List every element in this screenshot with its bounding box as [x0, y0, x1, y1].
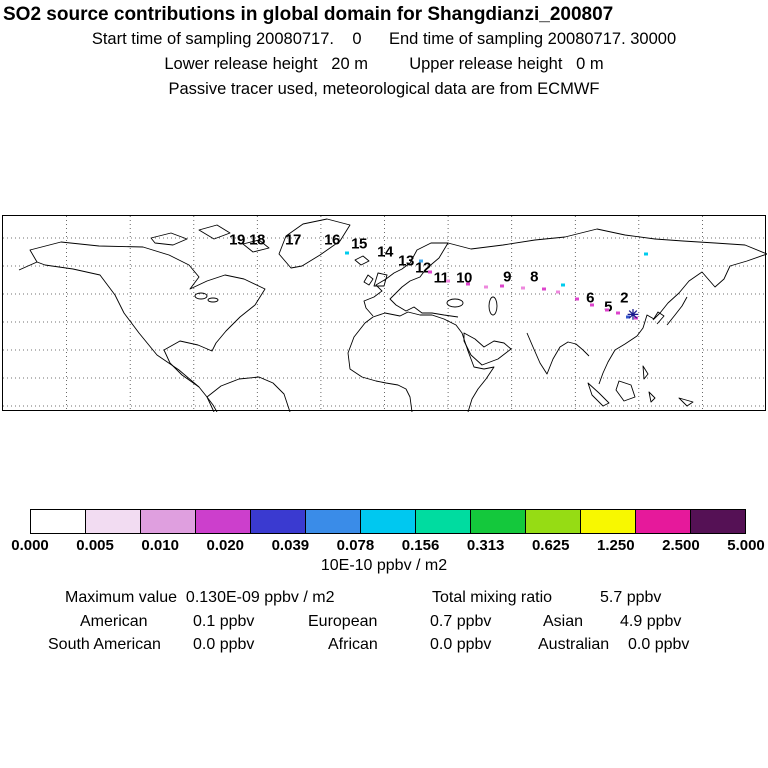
colorbar-tick-label: 0.020 — [206, 537, 245, 554]
colorbar-segment — [416, 510, 471, 533]
total-mixing-ratio-value: 5.7 ppbv — [600, 589, 662, 606]
coastline-europe — [363, 242, 459, 318]
great-lake-1 — [194, 292, 208, 300]
colorbar-units: 10E-10 ppbv / m2 — [320, 557, 448, 574]
colorbar-tick-label: 2.500 — [662, 537, 700, 554]
coastline-india — [526, 332, 590, 375]
colorbar-segment — [581, 510, 636, 533]
colorbar-tick-label: 0.005 — [76, 537, 114, 554]
coastline-south-america — [206, 376, 291, 412]
coastline-arctic-island-1 — [150, 232, 188, 246]
coastline-africa-north-east — [372, 311, 495, 412]
coastline-korea — [652, 311, 665, 325]
coastline-iceland — [354, 255, 370, 266]
coastline-greenland — [278, 218, 351, 269]
coastline-new-guinea — [678, 397, 694, 407]
coastline-japan — [666, 296, 688, 326]
coastline-ireland — [363, 274, 374, 286]
contribution-value-asian: 4.9 ppbv — [620, 613, 682, 630]
great-lake-2 — [207, 297, 219, 303]
coastline-arabia — [463, 332, 512, 366]
colorbar-segment — [636, 510, 691, 533]
coastline-arctic-island-2 — [198, 224, 231, 240]
colorbar — [30, 509, 746, 534]
black-sea — [446, 298, 464, 308]
contribution-label-asian: Asian — [543, 613, 584, 630]
contribution-value-african: 0.0 ppbv — [430, 636, 492, 653]
coastline-north-america-west — [36, 261, 200, 388]
total-mixing-ratio-label: Total mixing ratio — [432, 589, 553, 606]
release-heights-line: Lower release height 20 m Upper release … — [164, 55, 604, 73]
contribution-value-south-american: 0.0 ppbv — [193, 636, 255, 653]
colorbar-tick-label: 0.313 — [466, 537, 505, 554]
colorbar-segment — [141, 510, 196, 533]
contribution-label-african: African — [328, 636, 378, 653]
colorbar-segment — [251, 510, 306, 533]
contribution-label-european: European — [308, 613, 378, 630]
tracer-info-line: Passive tracer used, meteorological data… — [168, 80, 600, 98]
colorbar-segment — [361, 510, 416, 533]
sampling-times-line: Start time of sampling 20080717. 0 End t… — [91, 30, 677, 48]
coastline-africa-west — [347, 316, 413, 412]
coastline-philippines — [642, 365, 649, 380]
coastline-arctic-island-3 — [242, 239, 270, 253]
colorbar-tick-label: 0.000 — [11, 537, 49, 554]
colorbar-tick-label: 0.156 — [401, 537, 440, 554]
coastline-asia-north — [447, 228, 767, 255]
coastline-south-america-west — [206, 396, 218, 412]
coastline-borneo — [615, 380, 636, 402]
coastline-britain — [373, 272, 388, 287]
coastline-sumatra — [587, 382, 610, 407]
colorbar-tick-label: 5.000 — [727, 537, 765, 554]
colorbar-segment — [86, 510, 141, 533]
coastline-asia-east — [598, 253, 767, 385]
contribution-value-australian: 0.0 ppbv — [628, 636, 690, 653]
colorbar-segment — [471, 510, 526, 533]
world-map — [2, 215, 767, 412]
coastline-sulawesi — [648, 391, 656, 403]
plot-title: SO2 source contributions in global domai… — [3, 4, 614, 25]
maximum-value-text: Maximum value 0.130E-09 ppbv / m2 — [65, 589, 335, 606]
contribution-label-australian: Australian — [538, 636, 610, 653]
colorbar-segment — [196, 510, 251, 533]
colorbar-segment — [526, 510, 581, 533]
colorbar-tick-label: 0.078 — [336, 537, 375, 554]
colorbar-tick-label: 0.625 — [531, 537, 570, 554]
colorbar-segment — [306, 510, 361, 533]
lat-lon-grid — [3, 216, 767, 412]
colorbar-tick-label: 0.039 — [271, 537, 310, 554]
contribution-label-american: American — [80, 613, 148, 630]
contribution-value-european: 0.7 ppbv — [430, 613, 492, 630]
caspian-sea — [488, 296, 498, 316]
map-svg — [3, 216, 767, 412]
colorbar-labels: 0.000 0.005 0.010 0.020 0.039 0.078 0.156 0.313… — [11, 537, 765, 555]
coastline-north-america-east — [18, 241, 266, 412]
coastlines — [18, 218, 767, 412]
contribution-value-american: 0.1 ppbv — [193, 613, 255, 630]
colorbar-tick-label: 1.250 — [597, 537, 635, 554]
contribution-label-south-american: South American — [48, 636, 161, 653]
colorbar-segment — [691, 510, 745, 533]
colorbar-tick-label: 0.010 — [141, 537, 179, 554]
colorbar-segment — [31, 510, 86, 533]
